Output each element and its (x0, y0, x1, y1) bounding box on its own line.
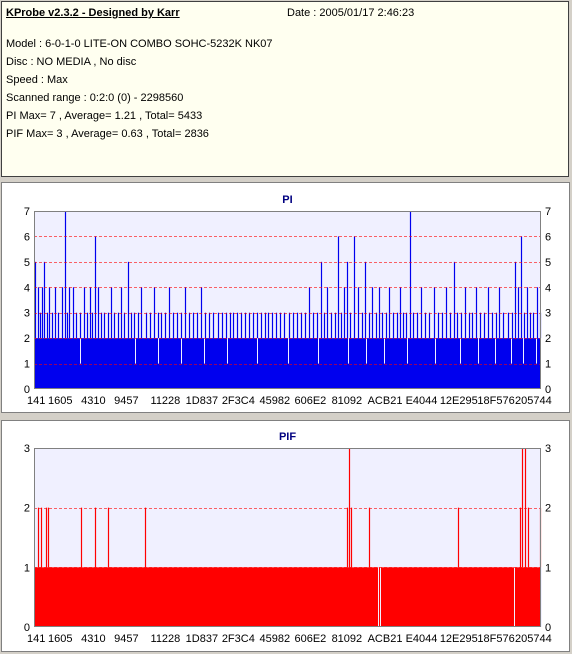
x-tick-label-9: 81092 (332, 633, 363, 645)
pi-chart-panel: PI 0 0 1 1 2 2 3 3 4 4 5 5 6 6 7 7 141 1605 4310 9457 11228 1D… (1, 182, 570, 413)
speed-line: Speed : Max (6, 74, 68, 86)
x-tick-label-10: ACB21 (368, 395, 403, 407)
chart-title: PIF (279, 431, 296, 443)
x-tick-label-7: 45982 (259, 633, 290, 645)
x-tick-label-12: 12E295 (440, 395, 478, 407)
y-tick-right-1: 1 (545, 359, 551, 371)
y-tick-left-7: 7 (24, 206, 30, 218)
y-tick-right-2: 2 (545, 503, 551, 515)
pif-chart: PIF 0 0 1 1 2 2 3 3 141 1605 4310 9457 11228 1D837 2F3C… (24, 431, 552, 645)
y-tick-left-1: 1 (24, 359, 30, 371)
y-tick-right-1: 1 (545, 562, 551, 574)
pif-chart-panel: PIF 0 0 1 1 2 2 3 3 141 1605 4310 9457 11228 1D837 2F3C… (1, 420, 570, 652)
x-tick-label-12: 12E295 (440, 633, 478, 645)
scan-info-lines: Model : 6-0-1-0 LITE-ON COMBO SOHC-5232K… (6, 35, 273, 143)
model-line: Model : 6-0-1-0 LITE-ON COMBO SOHC-5232K… (6, 38, 273, 50)
x-tick-label-6: 2F3C4 (222, 395, 255, 407)
y-tick-left-1: 1 (24, 562, 30, 574)
x-tick-label-0: 141 (27, 633, 45, 645)
y-tick-right-3: 3 (545, 308, 551, 320)
pif-summary-line: PIF Max= 3 , Average= 0.63 , Total= 2836 (6, 128, 209, 140)
x-tick-label-8: 606E2 (294, 395, 326, 407)
y-tick-right-2: 2 (545, 333, 551, 345)
x-tick-label-4: 11228 (151, 633, 181, 645)
x-tick-label-5: 1D837 (186, 395, 218, 407)
y-tick-left-0: 0 (24, 622, 30, 634)
y-tick-right-0: 0 (545, 384, 551, 396)
x-tick-label-13: 18F576 (477, 633, 514, 645)
x-tick-label-13: 18F576 (477, 395, 514, 407)
x-tick-label-14: 205744 (515, 395, 552, 407)
x-tick-label-5: 1D837 (186, 633, 218, 645)
y-tick-left-2: 2 (24, 333, 30, 345)
y-tick-left-2: 2 (24, 503, 30, 515)
x-tick-label-3: 9457 (114, 395, 138, 407)
y-tick-left-3: 3 (24, 443, 30, 455)
y-tick-right-0: 0 (545, 622, 551, 634)
y-tick-right-4: 4 (545, 282, 551, 294)
scanned-range-line: Scanned range : 0:2:0 (0) - 2298560 (6, 92, 184, 104)
x-tick-label-2: 4310 (81, 395, 105, 407)
scan-date: Date : 2005/01/17 2:46:23 (287, 7, 415, 19)
y-tick-right-3: 3 (545, 443, 551, 455)
x-tick-label-8: 606E2 (294, 633, 326, 645)
x-tick-label-3: 9457 (114, 633, 138, 645)
y-tick-left-6: 6 (24, 231, 30, 243)
x-tick-label-11: E4044 (406, 633, 438, 645)
plot-border (34, 448, 541, 627)
x-tick-label-2: 4310 (81, 633, 105, 645)
baseline-bar (34, 567, 541, 627)
x-tick-label-1: 1605 (48, 395, 72, 407)
x-tick-label-11: E4044 (406, 395, 438, 407)
x-tick-label-7: 45982 (259, 395, 290, 407)
plot-border (34, 211, 541, 389)
x-tick-label-9: 81092 (332, 395, 363, 407)
x-tick-label-10: ACB21 (368, 633, 403, 645)
chart-title: PI (282, 194, 292, 206)
x-tick-label-1: 1605 (48, 633, 72, 645)
y-tick-left-0: 0 (24, 384, 30, 396)
y-tick-right-7: 7 (545, 206, 551, 218)
y-tick-right-5: 5 (545, 257, 551, 269)
pi-chart: PI 0 0 1 1 2 2 3 3 4 4 5 5 6 6 7 7 141 1605 4310 9457 11228 1D… (24, 194, 552, 407)
y-tick-right-6: 6 (545, 231, 551, 243)
y-tick-left-3: 3 (24, 308, 30, 320)
y-tick-left-4: 4 (24, 282, 30, 294)
pi-summary-line: PI Max= 7 , Average= 1.21 , Total= 5433 (6, 110, 203, 122)
x-tick-label-14: 205744 (515, 633, 552, 645)
baseline-bar (34, 338, 541, 389)
x-tick-label-4: 11228 (151, 395, 181, 407)
disc-line: Disc : NO MEDIA , No disc (6, 56, 137, 68)
x-tick-label-0: 141 (27, 395, 45, 407)
app-title: KProbe v2.3.2 - Designed by Karr (6, 7, 180, 19)
x-tick-label-6: 2F3C4 (222, 633, 255, 645)
y-tick-left-5: 5 (24, 257, 30, 269)
info-panel: KProbe v2.3.2 - Designed by Karr Date : … (1, 1, 569, 177)
